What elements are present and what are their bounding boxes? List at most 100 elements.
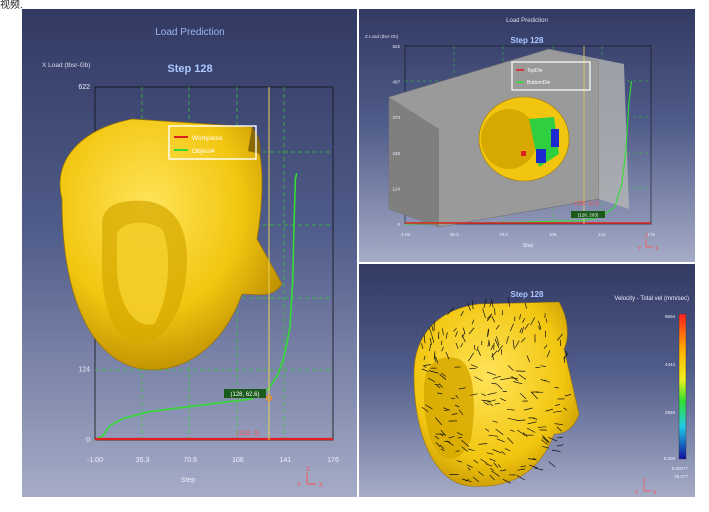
page-caption: 视频. xyxy=(0,0,23,11)
workpiece-3d-model[interactable] xyxy=(59,118,283,371)
velocity-vector xyxy=(488,339,491,347)
top-axis-z: Z xyxy=(645,233,648,239)
velocity-vector xyxy=(435,357,439,364)
velocity-viewport[interactable]: Step 128 Velocity - Total vel (mm/sec) 9… xyxy=(359,264,695,497)
top-y-tick-label: 373 xyxy=(392,115,400,120)
velocity-vector xyxy=(455,394,459,399)
velocity-vector xyxy=(427,377,436,383)
velocity-vector xyxy=(431,325,434,332)
velocity-vector xyxy=(527,458,536,460)
velocity-svg: Step 128 Velocity - Total vel (mm/sec) 9… xyxy=(413,290,689,496)
top-x-tick-label: 35.3 xyxy=(450,232,459,237)
velocity-vector xyxy=(501,310,504,316)
velocity-vector xyxy=(478,471,484,476)
velocity-vector xyxy=(497,464,501,468)
velocity-vector xyxy=(453,327,457,332)
velocity-vector xyxy=(456,460,463,463)
velocity-vector xyxy=(446,440,454,446)
velocity-vector xyxy=(538,320,542,330)
velocity-vector xyxy=(445,332,448,339)
velocity-axis-triad: Z Y X xyxy=(635,478,657,496)
top-axis-x: X xyxy=(655,246,659,252)
velocity-color-scale xyxy=(678,313,687,460)
velocity-vector xyxy=(485,428,490,432)
velocity-vector xyxy=(456,432,463,436)
velocity-vector xyxy=(564,394,572,397)
top-y-tick-label: 622 xyxy=(392,44,400,49)
main-axis-y: Y xyxy=(297,483,301,489)
velocity-vector xyxy=(517,468,526,471)
velocity-vector xyxy=(473,459,479,464)
velocity-vector xyxy=(491,470,500,477)
legend-object4: Object4 xyxy=(192,148,215,155)
load-prediction-main-viewport[interactable]: Load Prediction Step 128 X Load (tbsr-Gb… xyxy=(22,9,359,497)
velocity-vector xyxy=(544,379,550,383)
velocity-vector xyxy=(553,410,562,413)
velocity-workpiece-3d[interactable] xyxy=(413,301,580,487)
scale-min: 6.000 xyxy=(664,456,676,461)
velocity-vector xyxy=(468,352,474,362)
velocity-vector xyxy=(496,383,503,390)
velocity-vector xyxy=(545,318,548,323)
velocity-vector xyxy=(495,324,500,330)
velocity-vector xyxy=(487,329,490,337)
velocity-axis-z: Z xyxy=(643,478,646,484)
velocity-vector xyxy=(486,328,489,337)
velocity-vector xyxy=(519,314,521,320)
velocity-vector xyxy=(435,417,442,426)
velocity-vector xyxy=(487,392,497,395)
velocity-vector xyxy=(531,391,538,400)
scale-min-value: 29.577 xyxy=(674,474,688,479)
legend-bottomdie: BottomDie xyxy=(527,80,551,86)
main-legend: Workpiece Object4 xyxy=(168,125,257,160)
main-y-axis-label: X Load (tbsr-Gb) xyxy=(42,62,90,69)
velocity-vector xyxy=(480,458,488,464)
velocity-vector xyxy=(460,342,464,348)
velocity-vector xyxy=(447,306,454,316)
velocity-vector xyxy=(542,435,550,443)
velocity-vector xyxy=(554,423,564,426)
velocity-vector xyxy=(506,408,515,411)
velocity-vector xyxy=(487,399,496,403)
velocity-vector xyxy=(521,326,524,334)
velocity-vector xyxy=(460,311,464,317)
velocity-vector xyxy=(486,315,492,322)
velocity-vector xyxy=(493,462,499,469)
velocity-vector xyxy=(437,392,443,395)
load-prediction-top-viewport[interactable]: Load Prediction Step 128 Z Load (tbsr-Gb… xyxy=(359,9,695,264)
velocity-vector xyxy=(517,429,525,436)
velocity-vector xyxy=(516,419,526,421)
velocity-vector xyxy=(548,461,556,468)
velocity-vector xyxy=(557,436,563,439)
main-x-tick-label: 106 xyxy=(232,457,244,464)
velocity-vector xyxy=(506,335,509,344)
velocity-vector xyxy=(451,413,458,415)
main-x-tick-label: 141 xyxy=(280,457,292,464)
velocity-vector xyxy=(526,427,536,433)
main-axis-triad: Z Y X xyxy=(297,467,323,489)
velocity-vector xyxy=(515,370,526,372)
top-step-label: Step 128 xyxy=(511,36,544,45)
velocity-step-label: Step 128 xyxy=(511,290,544,299)
main-x-tick-label: 35.3 xyxy=(136,457,150,464)
velocity-vector xyxy=(490,298,494,308)
velocity-vector xyxy=(470,364,479,368)
top-workpiece-3d[interactable] xyxy=(478,96,570,182)
velocity-vector xyxy=(489,468,495,471)
top-axis-triad: Z Y X xyxy=(638,233,659,252)
velocity-vector xyxy=(457,436,463,439)
velocity-vector xyxy=(563,352,569,360)
velocity-vector xyxy=(462,327,466,334)
velocity-vector xyxy=(441,372,447,377)
top-chart-title: Load Prediction xyxy=(506,18,548,24)
velocity-vector xyxy=(481,393,487,397)
top-x-tick-label: 70.6 xyxy=(499,232,508,237)
velocity-vector xyxy=(448,436,455,439)
velocity-vector xyxy=(468,327,475,335)
scale-mid-high: 4444 xyxy=(665,362,676,367)
velocity-vector xyxy=(526,355,531,363)
velocity-vector xyxy=(497,345,503,353)
velocity-vector xyxy=(494,308,496,316)
velocity-vector xyxy=(423,364,432,366)
velocity-vector xyxy=(501,451,506,455)
